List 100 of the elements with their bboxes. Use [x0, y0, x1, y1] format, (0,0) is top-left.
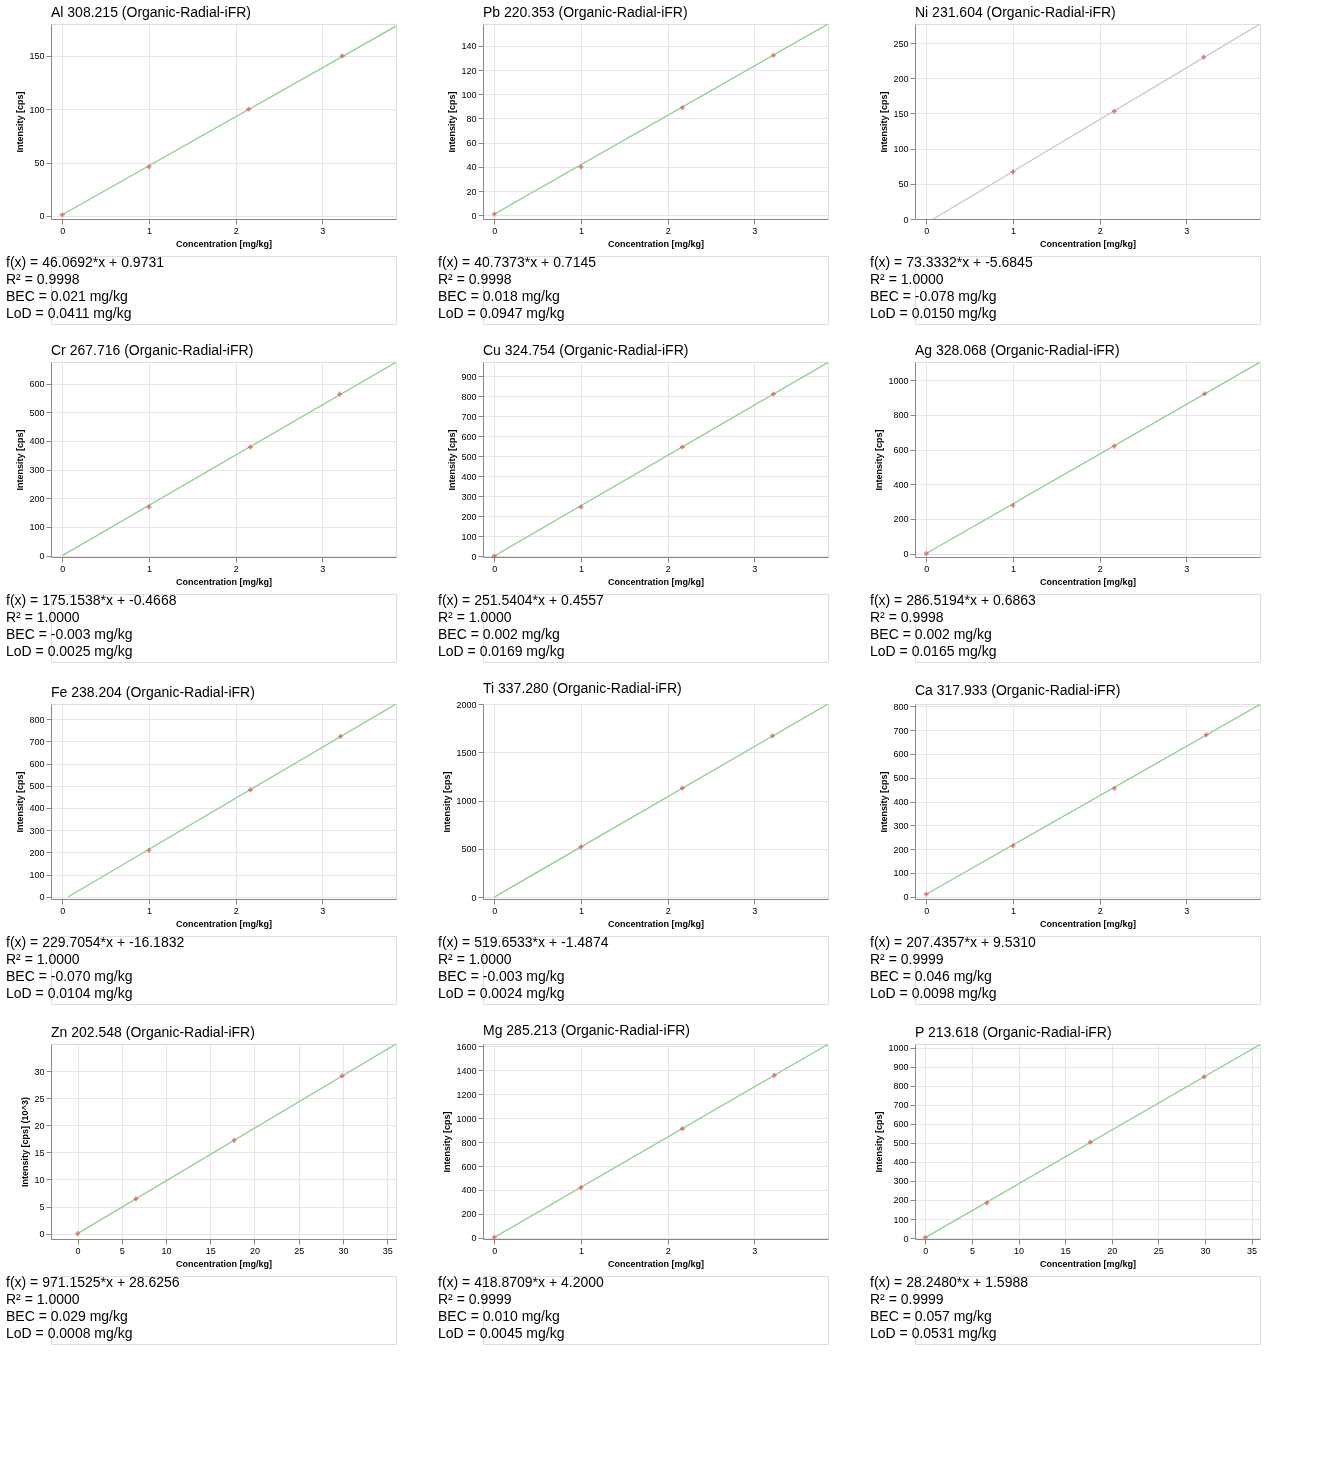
text: BEC = 0.018 mg/kg [438, 288, 560, 304]
x-tick-label: 0 [924, 563, 930, 574]
text: BEC = 0.046 mg/kg [870, 968, 992, 984]
y-tick-label: 200 [893, 514, 909, 525]
y-tick-label: 0 [471, 551, 477, 562]
text: LoD = 0.0531 mg/kg [870, 1325, 997, 1341]
point [491, 211, 497, 217]
point [680, 1126, 685, 1132]
x-tick-label: 2 [665, 1245, 671, 1256]
text: R² = 0.9998 [870, 609, 944, 625]
x-tick-label: 1 [146, 905, 152, 916]
y-tick-label: 700 [461, 411, 477, 422]
x-tick-label: 2 [1097, 563, 1103, 574]
chart-title: Ag 328.068 (Organic-Radial-iFR) [915, 342, 1120, 358]
y-axis-title: Intensity [cps] [15, 771, 26, 833]
y-tick-label: 10 [34, 1174, 45, 1185]
y-tick-label: 800 [893, 701, 909, 712]
text: BEC = -0.003 mg/kg [438, 968, 565, 984]
x-tick-label: 2 [1097, 225, 1103, 236]
text: R² = 1.0000 [6, 1291, 80, 1307]
x-tick-label: 1 [578, 1245, 584, 1256]
point [771, 1073, 777, 1078]
x-tick-label: 10 [161, 1245, 172, 1256]
text: f(x) = 418.8709*x + 4.2000 [438, 1274, 604, 1290]
point [1202, 391, 1207, 397]
y-axis-title: Intensity [cps] [447, 91, 458, 153]
y-tick-label: 200 [893, 73, 909, 84]
text: LoD = 0.0045 mg/kg [438, 1325, 565, 1341]
x-tick-label: 25 [294, 1245, 305, 1256]
text: f(x) = 73.3332*x + -5.6845 [870, 254, 1033, 270]
point [146, 164, 152, 170]
y-tick-label: 1000 [888, 375, 909, 386]
y-tick-label: 0 [903, 214, 909, 225]
y-tick-label: 40 [466, 162, 477, 173]
point [246, 106, 251, 112]
x-tick-label: 1 [1010, 563, 1016, 574]
y-tick-label: 0 [39, 211, 45, 222]
y-tick-label: 200 [29, 847, 45, 858]
text: LoD = 0.0150 mg/kg [870, 305, 997, 321]
y-tick-label: 200 [29, 493, 45, 504]
chart-title: Fe 238.204 (Organic-Radial-iFR) [51, 684, 255, 700]
y-axis-title: Intensity [cps] [879, 771, 890, 833]
x-tick-label: 0 [75, 1245, 81, 1256]
point [771, 53, 776, 58]
point [923, 891, 929, 897]
x-tick-label: 3 [1184, 225, 1190, 236]
x-tick-label: 0 [60, 905, 66, 916]
y-tick-label: 100 [29, 870, 45, 881]
y-tick-label: 0 [471, 892, 477, 903]
point [231, 1138, 237, 1143]
x-tick-label: 20 [249, 1245, 260, 1256]
x-tick-label: 1 [578, 905, 584, 916]
y-tick-label: 800 [893, 1081, 909, 1092]
point [680, 105, 685, 110]
y-tick-label: 800 [893, 410, 909, 421]
x-tick-label: 20 [1107, 1245, 1118, 1256]
text: f(x) = 251.5404*x + 0.4557 [438, 592, 604, 608]
y-tick-label: 800 [461, 391, 477, 402]
y-tick-label: 600 [893, 749, 909, 760]
y-tick-label: 1200 [456, 1089, 477, 1100]
y-tick-label: 200 [893, 1195, 909, 1206]
y-tick-label: 150 [29, 51, 45, 62]
x-tick-label: 2 [233, 563, 239, 574]
text: f(x) = 46.0692*x + 0.9731 [6, 254, 165, 270]
y-axis-title: Intensity [cps] [442, 771, 453, 833]
point [680, 444, 685, 450]
point [922, 1235, 928, 1240]
x-axis-title: Concentration [mg/kg] [176, 1258, 272, 1269]
text: BEC = -0.078 mg/kg [870, 288, 997, 304]
x-tick-label: 2 [1097, 905, 1103, 916]
text: BEC = 0.002 mg/kg [870, 626, 992, 642]
x-tick-label: 3 [752, 1245, 758, 1256]
y-tick-label: 150 [893, 108, 909, 119]
y-tick-label: 0 [39, 1229, 45, 1240]
y-tick-label: 400 [893, 479, 909, 490]
text: R² = 1.0000 [438, 951, 512, 967]
y-tick-label: 0 [471, 1233, 477, 1244]
x-axis-title: Concentration [mg/kg] [1040, 918, 1136, 929]
y-tick-label: 100 [893, 868, 909, 879]
point [1010, 843, 1016, 849]
y-tick-label: 140 [461, 41, 477, 52]
x-tick-label: 3 [320, 225, 326, 236]
point [1010, 503, 1016, 508]
y-tick-label: 300 [893, 1176, 909, 1187]
text: f(x) = 971.1525*x + 28.6256 [6, 1274, 180, 1290]
text: R² = 0.9999 [870, 1291, 944, 1307]
y-tick-label: 1600 [456, 1041, 477, 1052]
text: LoD = 0.0947 mg/kg [438, 305, 565, 321]
chart-title: Ti 337.280 (Organic-Radial-iFR) [483, 680, 682, 696]
chart-title: Cr 267.716 (Organic-Radial-iFR) [51, 342, 254, 358]
y-tick-label: 0 [903, 549, 909, 560]
text: BEC = -0.003 mg/kg [6, 626, 133, 642]
y-axis-title: Intensity [cps] [874, 429, 885, 491]
text: f(x) = 207.4357*x + 9.5310 [870, 934, 1036, 950]
y-tick-label: 0 [39, 892, 45, 903]
y-tick-label: 400 [893, 797, 909, 807]
text: f(x) = 175.1538*x + -0.4668 [6, 592, 177, 608]
x-tick-label: 10 [1013, 1245, 1025, 1256]
text: f(x) = 519.6533*x + -1.4874 [438, 934, 609, 950]
x-tick-label: 5 [969, 1245, 975, 1256]
